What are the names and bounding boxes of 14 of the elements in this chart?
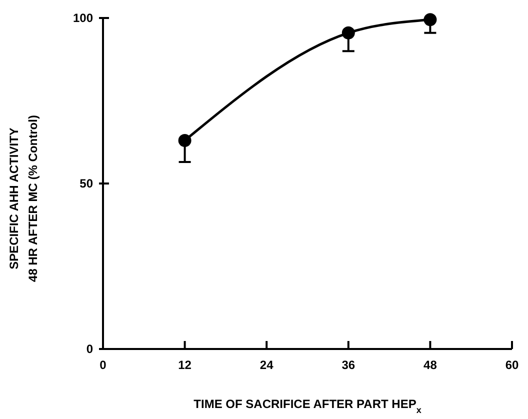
point <box>424 13 437 26</box>
y-tick-label: 50 <box>80 176 94 191</box>
point <box>342 26 355 40</box>
x-tick-label: 60 <box>505 358 519 372</box>
x-tick-label: 0 <box>100 358 107 372</box>
x-tick-label: 48 <box>424 358 438 372</box>
x-axis-title: TIME OF SACRIFICE AFTER PART HEP$_{x}$ <box>194 397 422 415</box>
y-axis-title: SPECIFIC AHH ACTIVITY 48 HR AFTER MC (% Control) <box>7 115 40 282</box>
y-tick-label: 0 <box>86 342 94 356</box>
x-tick-label: 36 <box>342 358 356 372</box>
x-tick-label: 24 <box>260 358 274 372</box>
y-tick-label: 100 <box>72 11 94 26</box>
point <box>178 134 192 147</box>
x-tick-label: 12 <box>178 358 192 372</box>
